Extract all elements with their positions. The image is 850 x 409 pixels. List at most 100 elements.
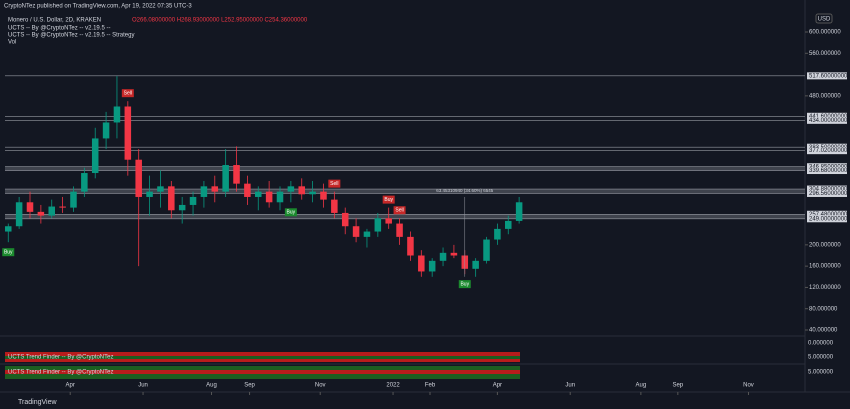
signal-label: Buy: [384, 197, 393, 203]
pane-1: UCTS Trend Finder -- By @CryptoNTez 0.00…: [0, 335, 834, 362]
x-tick-label: Nov: [315, 383, 326, 389]
level-band: [5, 166, 805, 171]
y-tick-label: 560.000000: [809, 51, 841, 57]
y-tick-label: 40.000000: [809, 328, 838, 334]
candle-body: [276, 191, 284, 203]
signal-box: [393, 206, 406, 215]
y-tick-label: 600.000000: [809, 30, 841, 36]
candle-body: [287, 186, 295, 192]
signal-box: [284, 208, 297, 217]
publisher: CryptoNTez published on TradingView.com,…: [4, 4, 192, 10]
candle-body: [233, 165, 240, 184]
level-label-box: [807, 72, 847, 80]
x-tick-label: Nov: [743, 383, 754, 389]
candle-body: [168, 186, 175, 211]
indicator: UCTS -- By @CryptoNTez -- v2.19.5 --: [8, 26, 110, 32]
candle-body: [298, 186, 305, 195]
x-tick-label: 2022: [386, 383, 400, 389]
level-label-box: [807, 147, 847, 155]
candle-body: [15, 202, 23, 227]
signal-box: [2, 248, 15, 257]
signal-label: Buy: [460, 281, 469, 287]
level-label: 257.48000000: [809, 212, 848, 218]
x-tick-label: Feb: [425, 383, 436, 389]
level-band: [5, 214, 805, 219]
candle-body: [439, 252, 447, 261]
candle-body: [37, 211, 45, 216]
candle-body: [483, 239, 490, 261]
level-label-box: [807, 215, 847, 223]
candle-body: [407, 236, 414, 256]
candle-body: [244, 183, 251, 197]
symbol: Monero / U.S. Dollar, 2D, KRAKEN: [8, 18, 101, 24]
level-band: [5, 189, 805, 194]
pane-label: 5.000000: [808, 370, 834, 376]
annotation: 63.45310940 (34.60%) 6545: [436, 188, 494, 193]
signal-label: Buy: [4, 250, 13, 256]
signal-box: [328, 179, 341, 188]
signal-label: Buy: [287, 210, 296, 216]
candle-body: [5, 226, 12, 232]
pane-label: 5.000000: [808, 355, 834, 361]
candle-body: [70, 191, 77, 208]
signal-box: [458, 280, 471, 289]
level-label: 304.88000000: [809, 187, 848, 193]
footer: TradingView: [18, 399, 57, 406]
candle-body: [515, 202, 523, 221]
candle-body: [26, 202, 34, 212]
candle-body: [102, 122, 110, 139]
candle-body: [178, 204, 186, 211]
level-label-box: [807, 112, 847, 120]
candle-body: [200, 186, 208, 197]
x-tick-label: Jun: [565, 383, 575, 389]
candle-body: [146, 191, 153, 197]
candle-body: [157, 186, 164, 192]
y-tick-label: 120.000000: [809, 285, 841, 291]
pane-title: UCTS Trend Finder -- By @CryptoNTez: [8, 355, 113, 361]
signal-label: Sell: [395, 208, 403, 214]
candle-body: [48, 206, 55, 216]
signal-box: [382, 195, 395, 204]
y-tick-label: 200.000000: [809, 242, 841, 248]
candle-body: [494, 228, 501, 240]
level-label: 434.00000000: [809, 118, 848, 124]
level-label-box: [807, 189, 847, 197]
y-tick-label: 480.000000: [809, 93, 841, 99]
signal-label: Sell: [330, 181, 338, 187]
candle-body: [265, 191, 273, 203]
y-tick-label: 80.000000: [809, 306, 838, 312]
candle-body: [363, 231, 371, 237]
pane-title: UCTS Trend Finder -- By @CryptoNTez: [8, 370, 113, 376]
candle-body: [255, 191, 262, 197]
candle-body: [418, 255, 425, 272]
candle-body: [309, 191, 316, 195]
candle-body: [320, 191, 327, 200]
candle-body: [189, 196, 197, 205]
pane-label: 0.000000: [808, 341, 834, 347]
level-label: 339.68000000: [809, 168, 848, 174]
x-tick-label: Aug: [206, 383, 217, 389]
level-label-box: [807, 167, 847, 175]
candle-body: [135, 159, 142, 197]
candle-body: [428, 260, 436, 272]
x-tick-label: Apr: [493, 383, 502, 389]
level-label-box: [807, 210, 847, 218]
indicator: Vol: [8, 40, 16, 46]
candle-body: [222, 165, 229, 192]
candle-body: [331, 199, 338, 213]
candle-body: [81, 173, 88, 192]
candle-body: [59, 206, 66, 208]
signal-label: Sell: [124, 91, 132, 97]
level-label: 249.00000000: [809, 216, 848, 222]
candle-body: [385, 218, 392, 224]
y-tick-label: 160.000000: [809, 264, 841, 270]
candle-body: [124, 106, 132, 160]
trend-stripe: [5, 370, 520, 374]
level-label: 517.60000000: [809, 73, 848, 79]
candle-body: [450, 252, 458, 256]
indicator: UCTS -- By @CryptoNTez -- v2.19.5 -- Str…: [8, 33, 134, 39]
x-tick-label: Apr: [66, 383, 75, 389]
x-tick-label: Sep: [672, 383, 683, 389]
x-tick-label: Sep: [244, 383, 255, 389]
